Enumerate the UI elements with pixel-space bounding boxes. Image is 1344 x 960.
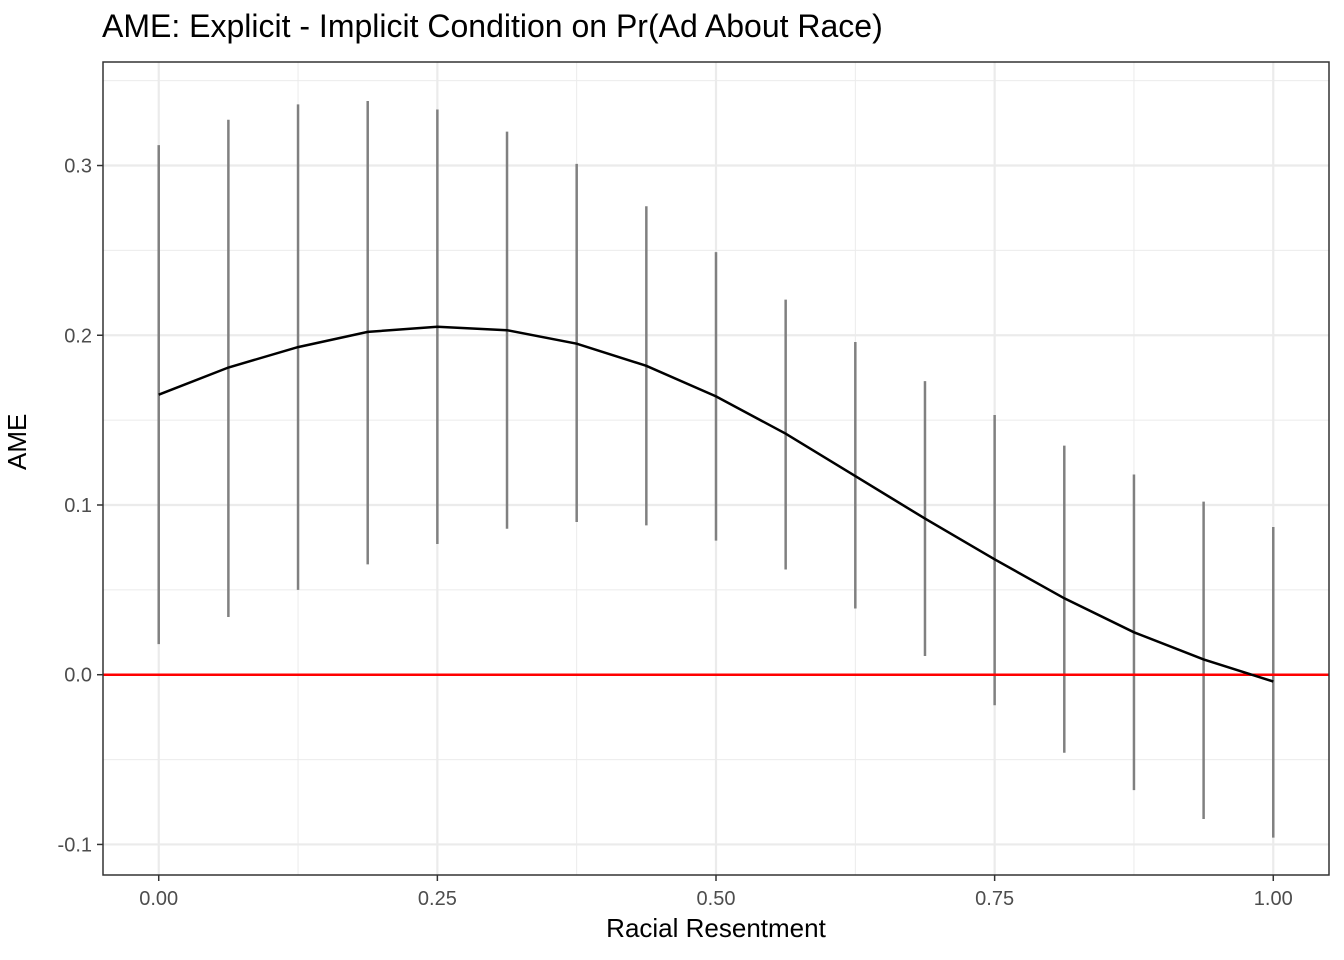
y-tick-label: 0.1: [64, 495, 92, 517]
x-tick-label: 0.25: [418, 888, 457, 910]
y-tick-label: 0.3: [64, 156, 92, 178]
y-tick-label: 0.0: [64, 665, 92, 687]
ame-line: [158, 325, 1274, 683]
x-tick-label: 1.00: [1254, 888, 1293, 910]
y-axis-label: AME: [2, 413, 32, 470]
x-tick-label: 0.75: [975, 888, 1014, 910]
x-tick-label: 0.50: [697, 888, 736, 910]
x-tick-label: 0.00: [139, 888, 178, 910]
chart-title: AME: Explicit - Implicit Condition on Pr…: [102, 8, 883, 44]
y-tick-label: 0.2: [64, 325, 92, 347]
x-axis-label: Racial Resentment: [606, 913, 826, 943]
y-tick-label: -0.1: [58, 834, 92, 856]
